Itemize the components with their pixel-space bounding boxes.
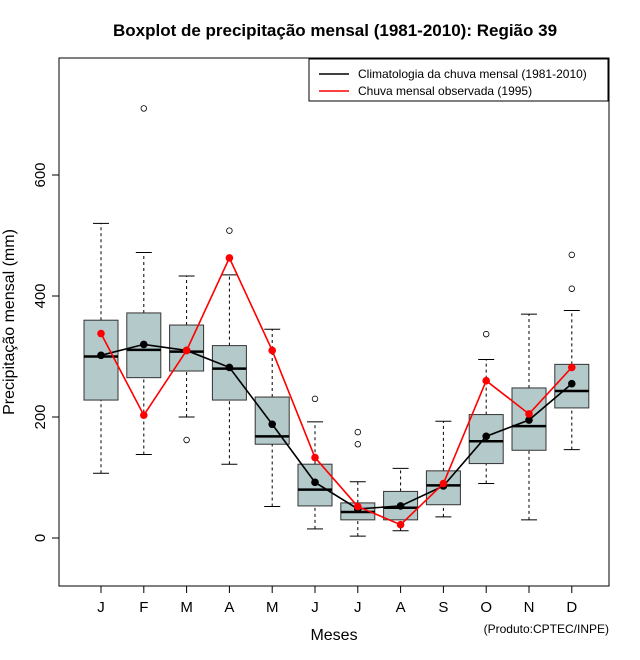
box-month bbox=[554, 251, 590, 451]
credit-text: (Produto:CPTEC/INPE) bbox=[484, 622, 609, 636]
series-observed bbox=[97, 254, 576, 529]
outlier-point bbox=[568, 285, 575, 292]
series-point bbox=[311, 478, 319, 487]
y-axis: 0 200 400 600 bbox=[32, 162, 60, 542]
legend-label-climatology: Climatologia da chuva mensal (1981-2010) bbox=[358, 67, 587, 81]
series-point bbox=[439, 479, 448, 488]
box-month bbox=[297, 395, 333, 530]
x-tick-label: J bbox=[311, 599, 319, 616]
series-lines bbox=[97, 254, 576, 529]
series-point bbox=[568, 363, 576, 372]
y-axis-label: Precipitação mensal (mm) bbox=[1, 229, 18, 415]
outlier-point bbox=[354, 428, 361, 436]
x-tick-label: F bbox=[139, 599, 148, 616]
box-month bbox=[383, 467, 419, 532]
series-point bbox=[396, 520, 405, 529]
x-tick-label: M bbox=[266, 599, 279, 616]
series-point bbox=[311, 453, 319, 462]
series-point bbox=[140, 411, 148, 419]
series-point bbox=[225, 254, 234, 262]
x-tick-label: A bbox=[396, 599, 406, 616]
box-month bbox=[83, 222, 119, 474]
box-month bbox=[126, 105, 162, 456]
outlier-point bbox=[568, 251, 575, 259]
box-iqr bbox=[511, 387, 547, 451]
series-point bbox=[525, 416, 533, 424]
y-tick-label: 0 bbox=[32, 534, 49, 542]
box-month bbox=[211, 227, 247, 465]
series-point bbox=[97, 329, 105, 338]
box-month bbox=[511, 313, 547, 521]
legend: Climatologia da chuva mensal (1981-2010)… bbox=[308, 58, 609, 102]
y-tick-label: 600 bbox=[32, 162, 49, 187]
outlier-point bbox=[183, 436, 190, 444]
series-line bbox=[100, 343, 573, 510]
series-point bbox=[482, 376, 491, 385]
box-month bbox=[425, 420, 461, 518]
series-point bbox=[354, 502, 362, 511]
series-climatology bbox=[97, 340, 576, 513]
series-point bbox=[97, 351, 105, 360]
series-point bbox=[525, 410, 533, 418]
legend-label-observed: Chuva mensal observada (1995) bbox=[358, 84, 532, 98]
series-point bbox=[482, 432, 491, 441]
series-point bbox=[268, 346, 277, 355]
series-point bbox=[140, 340, 148, 349]
outlier-point bbox=[140, 105, 147, 112]
y-tick-label: 400 bbox=[32, 283, 49, 308]
legend-box bbox=[308, 58, 609, 102]
outlier-point bbox=[354, 441, 361, 448]
box-iqr bbox=[211, 345, 247, 401]
x-tick-label: M bbox=[180, 599, 193, 616]
series-point bbox=[182, 346, 191, 355]
series-point bbox=[268, 420, 277, 429]
x-tick-label: S bbox=[438, 599, 448, 616]
outlier-point bbox=[226, 227, 233, 234]
series-line bbox=[100, 255, 573, 526]
series-point bbox=[568, 379, 576, 388]
x-tick-label: O bbox=[480, 599, 492, 616]
x-tick-label: J bbox=[354, 599, 362, 616]
boxes bbox=[83, 105, 590, 537]
x-tick-label: N bbox=[524, 599, 535, 616]
x-tick-label: D bbox=[566, 599, 577, 616]
x-tick-label: A bbox=[224, 599, 234, 616]
series-point bbox=[396, 502, 405, 510]
y-tick-label: 200 bbox=[32, 404, 49, 429]
outlier-point bbox=[483, 330, 490, 338]
box-month bbox=[169, 275, 205, 444]
box-month bbox=[340, 428, 376, 537]
outlier-point bbox=[311, 395, 319, 403]
x-axis-label: Meses bbox=[310, 627, 357, 644]
box-month bbox=[254, 328, 290, 508]
series-point bbox=[225, 363, 234, 372]
x-tick-label: J bbox=[97, 599, 105, 616]
chart-title: Boxplot de precipitação mensal (1981-201… bbox=[113, 21, 557, 40]
